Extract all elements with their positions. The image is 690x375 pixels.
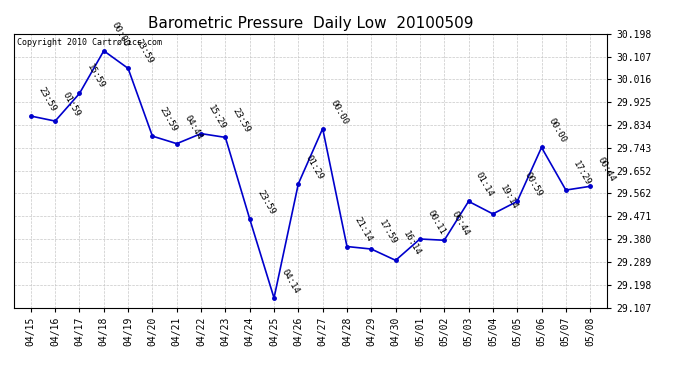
- Text: 23:59: 23:59: [158, 106, 179, 134]
- Text: 17:59: 17:59: [377, 219, 398, 246]
- Text: Copyright 2010 Cartrølics.com: Copyright 2010 Cartrølics.com: [17, 38, 161, 47]
- Text: 00:11: 00:11: [426, 209, 446, 236]
- Text: 21:14: 21:14: [353, 216, 374, 244]
- Text: 00:00: 00:00: [109, 20, 130, 48]
- Text: 16:14: 16:14: [401, 230, 422, 258]
- Text: 00:44: 00:44: [595, 156, 617, 183]
- Text: 01:29: 01:29: [304, 153, 325, 181]
- Text: 01:14: 01:14: [474, 171, 495, 199]
- Text: 00:00: 00:00: [328, 98, 349, 126]
- Text: 23:59: 23:59: [231, 107, 252, 135]
- Text: 17:29: 17:29: [571, 159, 593, 187]
- Text: 04:44: 04:44: [182, 113, 204, 141]
- Text: 15:59: 15:59: [85, 63, 106, 91]
- Text: 00:00: 00:00: [547, 117, 569, 145]
- Text: 00:59: 00:59: [523, 171, 544, 199]
- Text: 06:44: 06:44: [450, 210, 471, 237]
- Text: 23:59: 23:59: [37, 86, 57, 113]
- Title: Barometric Pressure  Daily Low  20100509: Barometric Pressure Daily Low 20100509: [148, 16, 473, 31]
- Text: 23:59: 23:59: [255, 188, 277, 216]
- Text: 04:14: 04:14: [279, 267, 301, 295]
- Text: 01:59: 01:59: [61, 90, 82, 118]
- Text: 19:14: 19:14: [498, 183, 520, 211]
- Text: 15:29: 15:29: [206, 103, 228, 131]
- Text: 23:59: 23:59: [134, 38, 155, 66]
